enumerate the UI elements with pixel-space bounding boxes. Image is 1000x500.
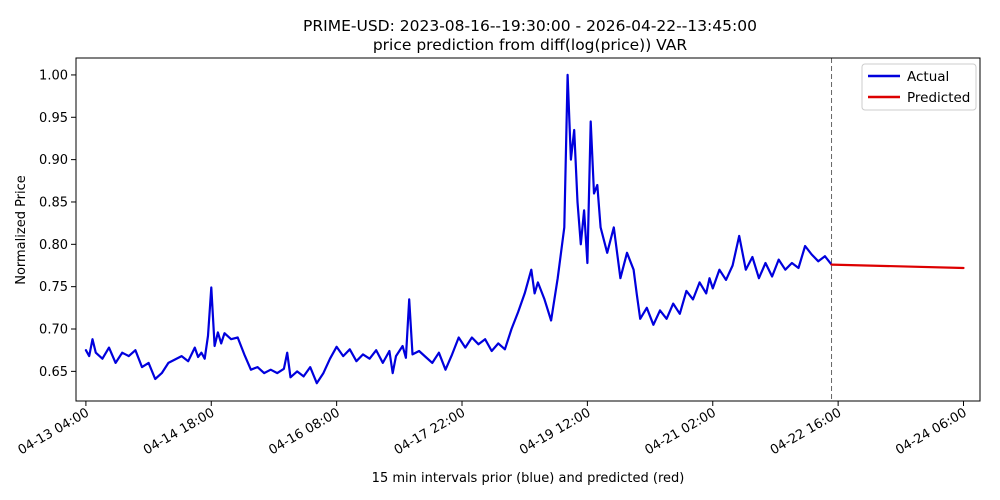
x-axis-label: 15 min intervals prior (blue) and predic… [372,471,685,486]
y-tick-label: 0.95 [39,111,68,126]
x-tick-label: 04-22 16:00 [768,405,844,458]
y-tick-label: 0.90 [39,153,68,168]
x-tick-label: 04-17 22:00 [392,405,468,458]
y-axis-label: Normalized Price [14,175,29,285]
chart-subtitle: price prediction from diff(log(price)) V… [373,36,688,54]
x-tick-label: 04-13 04:00 [16,405,92,458]
y-tick-label: 1.00 [39,68,68,83]
y-tick-label: 0.80 [39,238,68,253]
x-tick-label: 04-16 08:00 [266,405,342,458]
y-tick-label: 0.85 [39,195,68,210]
y-tick-label: 0.75 [39,280,68,295]
x-tick-label: 04-19 12:00 [517,405,593,458]
series-line-predicted [830,263,965,270]
legend-actual-label: Actual [907,69,949,85]
y-tick-label: 0.70 [39,323,68,338]
x-tick-label: 04-21 02:00 [643,405,719,458]
x-tick-label: 04-24 06:00 [893,405,969,458]
series-line-actual [84,73,833,385]
plot-area-frame [75,57,981,402]
y-tick-label: 0.65 [39,365,68,380]
legend: Actual Predicted [861,63,977,111]
chart-title: PRIME-USD: 2023-08-16--19:30:00 - 2026-0… [303,17,757,35]
x-tick-label: 04-14 18:00 [141,405,217,458]
legend-predicted-label: Predicted [907,90,970,106]
